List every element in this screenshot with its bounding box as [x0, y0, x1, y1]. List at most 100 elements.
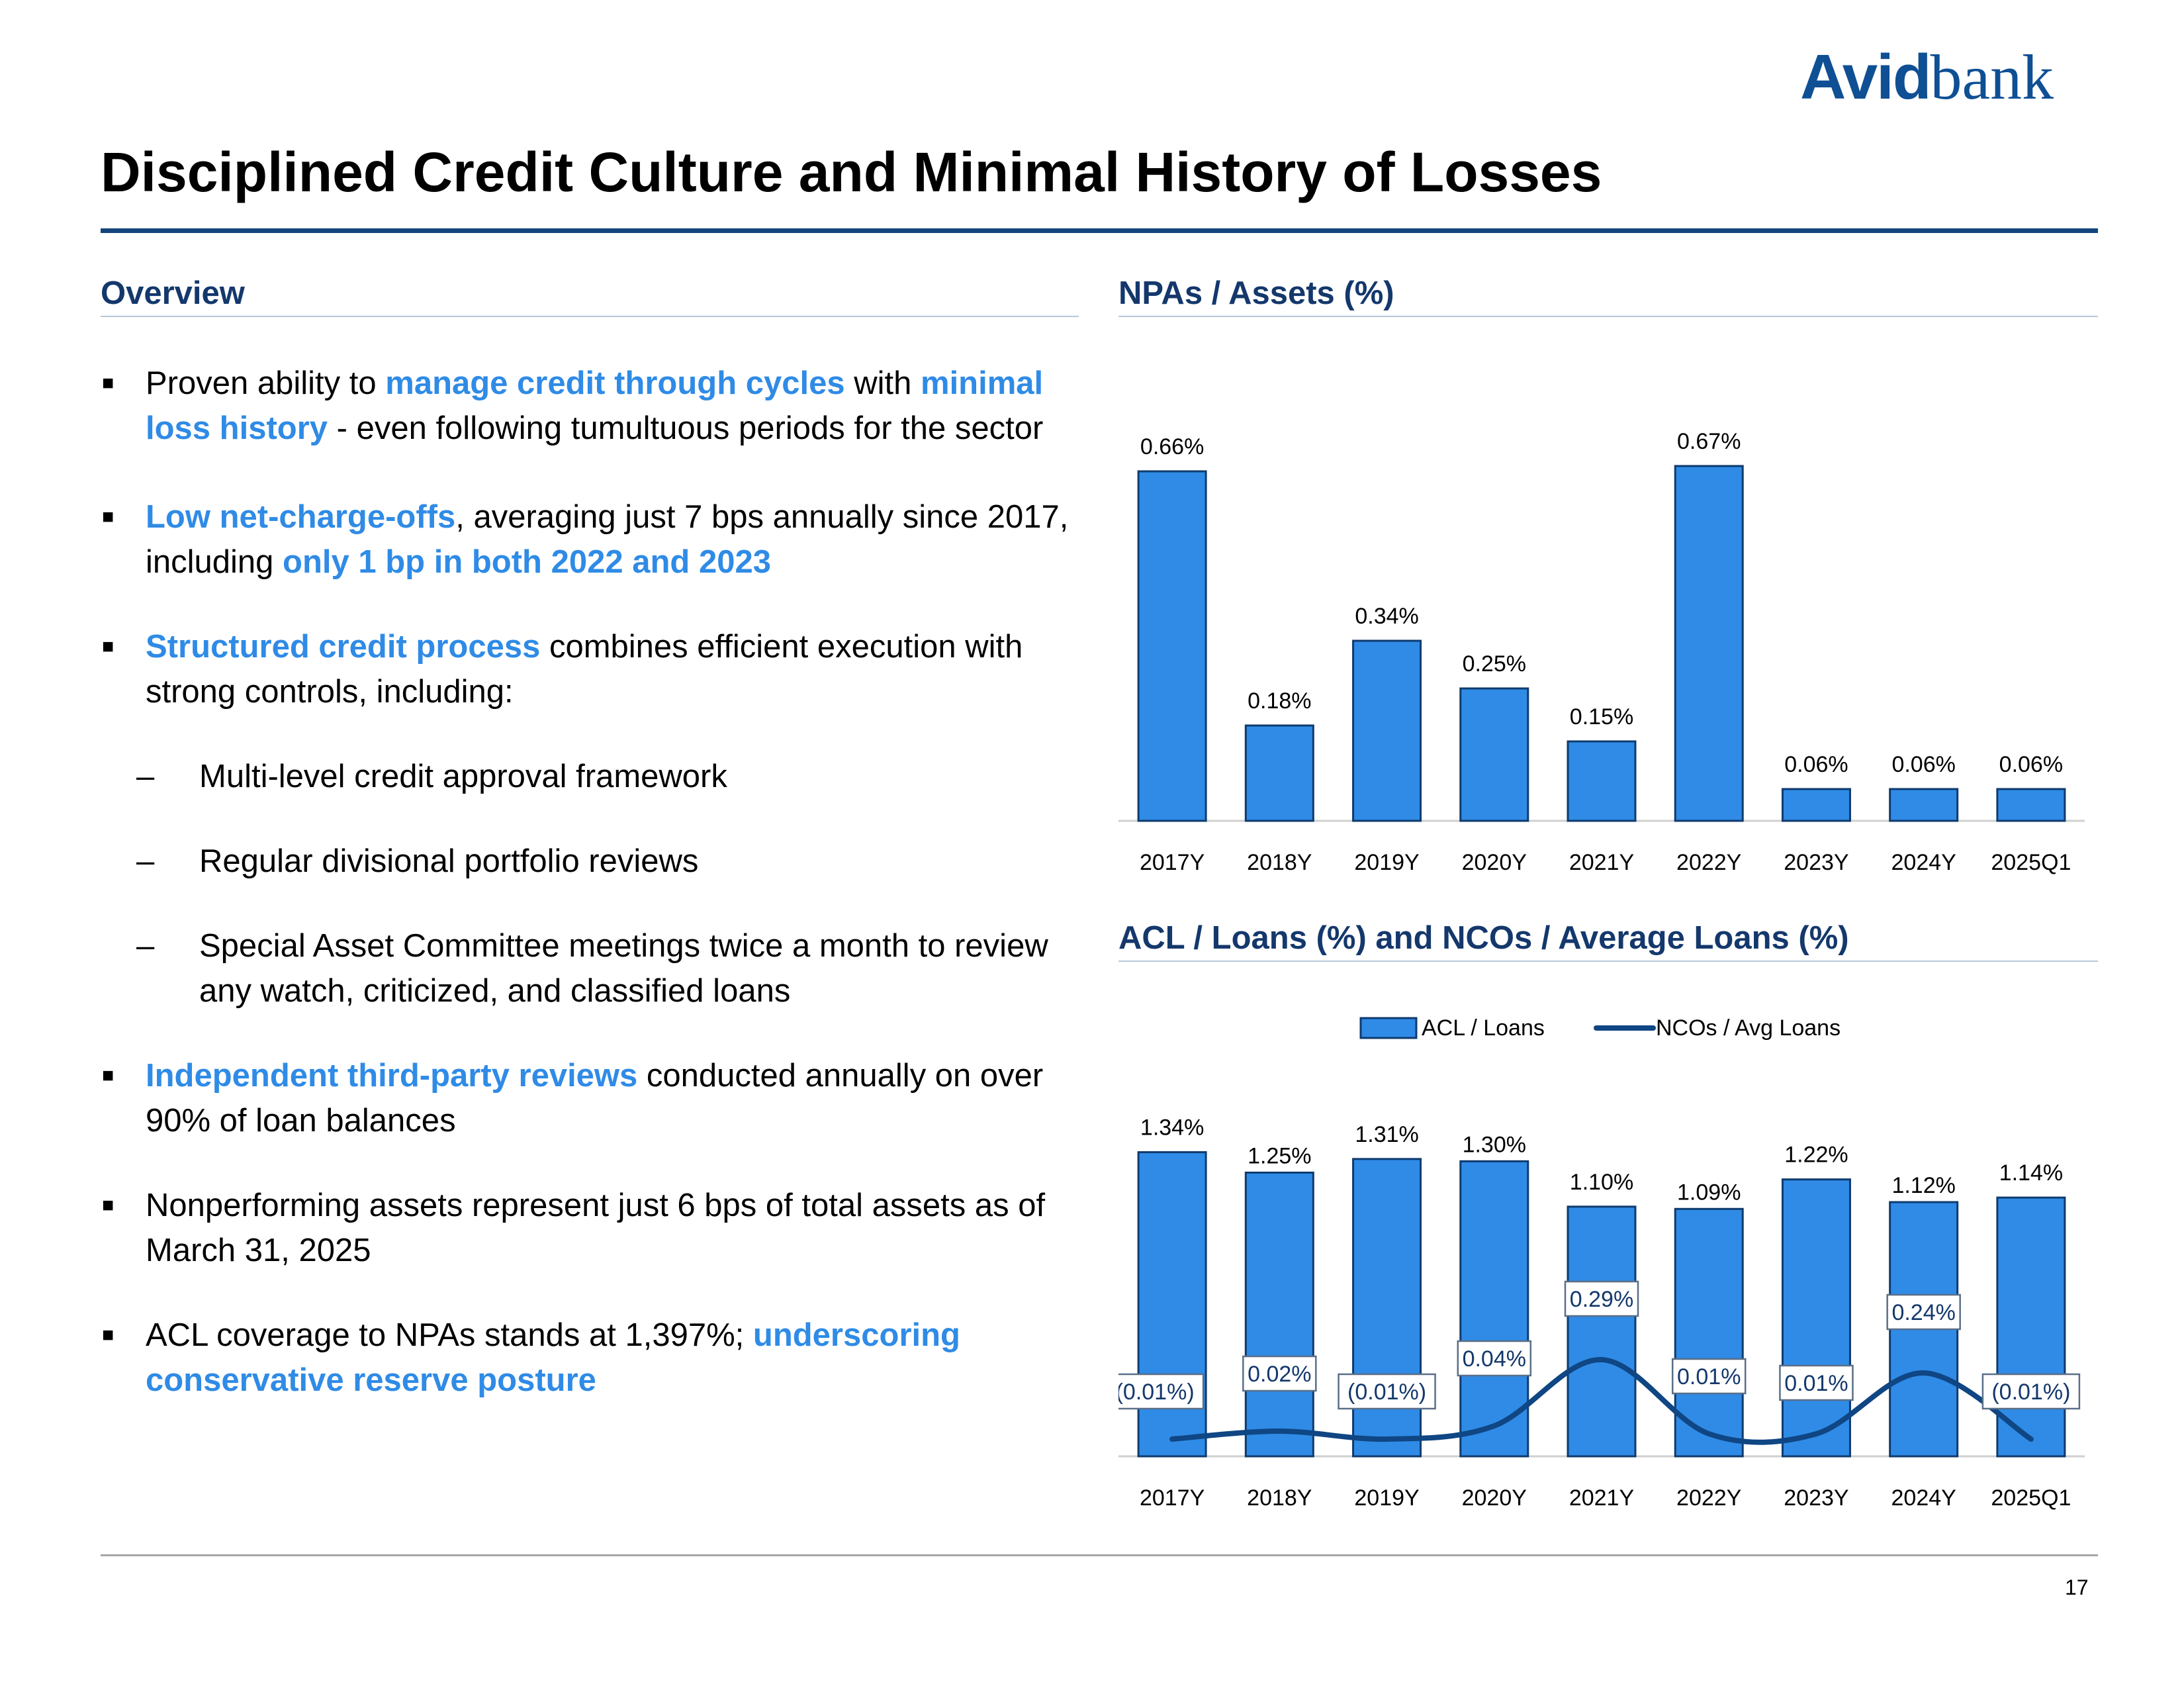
bullet-credit-cycles: ■ Proven ability to manage credit throug…	[98, 361, 1084, 451]
bar	[1244, 724, 1314, 822]
bar	[1567, 1205, 1637, 1458]
body-text: combines efficient execution with strong…	[146, 629, 1023, 710]
data-label: 0.34%	[1355, 604, 1418, 629]
bullet-text: Structured credit process combines effic…	[146, 629, 1023, 710]
nco-data-label: 0.02%	[1248, 1362, 1311, 1387]
overview-heading: Overview	[101, 275, 245, 311]
acl-chart-divider	[1118, 961, 2098, 962]
bar	[1889, 788, 1959, 822]
square-bullet-icon: ■	[102, 635, 114, 657]
x-tick-label: 2019Y	[1354, 850, 1419, 875]
bar-data-label: 1.31%	[1355, 1122, 1418, 1147]
highlight-text: Independent third-party reviews	[146, 1058, 638, 1094]
nco-label-box	[1886, 1293, 1961, 1331]
legend-label: ACL / Loans	[1422, 1015, 1545, 1041]
body-text: , averaging just 7 bps annually since 20…	[146, 499, 1069, 580]
body-text: ACL coverage to NPAs stands at 1,397%;	[146, 1317, 753, 1353]
x-tick-label: 2025Q1	[1991, 850, 2071, 875]
sub-item-approval-framework: – Multi-level credit approval framework	[98, 754, 1084, 799]
bar	[1567, 740, 1637, 822]
acl-nco-chart: ACL / Loans NCOs / Avg Loans 1.34% 2017Y 1.2…	[1118, 1015, 2085, 1511]
x-tick-label: 2023Y	[1784, 850, 1848, 875]
overview-divider	[101, 316, 1079, 317]
bar	[1781, 1178, 1851, 1458]
x-tick-label: 2017Y	[1140, 1485, 1205, 1511]
bullet-text: Nonperforming assets represent just 6 bp…	[146, 1188, 1045, 1268]
x-tick-label: 2022Y	[1676, 850, 1741, 875]
nco-label-box	[1981, 1373, 2081, 1410]
acl-chart-title: ACL / Loans (%) and NCOs / Average Loans…	[1118, 920, 1849, 956]
data-label: 0.67%	[1677, 429, 1741, 454]
title-divider	[101, 228, 2098, 233]
bar	[1244, 1171, 1314, 1458]
bar-data-label: 1.34%	[1140, 1115, 1204, 1141]
square-bullet-icon: ■	[102, 506, 114, 528]
npa-assets-chart: 0.66% 2017Y 0.18% 2018Y 0.34% 2019Y 0.25% 2020Y…	[1118, 429, 2085, 875]
bullet-third-party-reviews: ■ Independent third-party reviews conduc…	[98, 1053, 1084, 1143]
dash-bullet-icon: –	[136, 928, 155, 964]
data-label: 0.06%	[1891, 752, 1955, 777]
x-tick-label: 2023Y	[1784, 1485, 1848, 1511]
nco-data-label: 0.01%	[1677, 1364, 1741, 1389]
nco-label-box	[1242, 1355, 1317, 1392]
page-number: 17	[2065, 1575, 2089, 1599]
x-tick-label: 2017Y	[1140, 850, 1205, 875]
bar-data-label: 1.22%	[1784, 1143, 1848, 1168]
nco-data-label: 0.24%	[1891, 1300, 1955, 1325]
body-text: Nonperforming assets represent just 6 bp…	[146, 1188, 1046, 1268]
dash-bullet-icon: –	[136, 843, 155, 879]
body-text: with	[844, 365, 921, 401]
bullet-credit-process: ■ Structured credit process combines eff…	[98, 624, 1084, 714]
square-bullet-icon: ■	[102, 1064, 114, 1086]
highlight-text: Low net-charge-offs	[146, 499, 456, 535]
bar-data-label: 1.10%	[1570, 1170, 1633, 1195]
highlight-text: Structured credit process	[146, 629, 541, 665]
square-bullet-icon: ■	[102, 1194, 114, 1216]
bar	[1674, 465, 1744, 822]
bar-data-label: 1.30%	[1463, 1132, 1526, 1157]
bar	[1459, 687, 1529, 822]
bar	[1996, 1196, 2066, 1458]
bar-data-label: 1.09%	[1677, 1180, 1741, 1205]
nco-label-box	[1457, 1340, 1532, 1377]
npa-chart-divider	[1118, 316, 2098, 317]
highlight-text: underscoring conservative reserve postur…	[146, 1317, 960, 1398]
bullet-net-charge-offs: ■ Low net-charge-offs, averaging just 7 …	[98, 494, 1084, 585]
body-text: - even following tumultuous periods for …	[328, 410, 1044, 446]
nco-line	[1169, 1356, 2034, 1445]
nco-label-box	[1118, 1373, 1205, 1410]
bar	[1674, 1207, 1744, 1458]
bullet-text: Independent third-party reviews conducte…	[146, 1058, 1043, 1139]
sub-item-text: Special Asset Committee meetings twice a…	[199, 928, 1048, 1009]
bullet-acl-coverage: ■ ACL coverage to NPAs stands at 1,397%;…	[98, 1313, 1084, 1403]
page-title: Disciplined Credit Culture and Minimal H…	[101, 141, 1602, 203]
highlight-text: only 1 bp in both 2022 and 2023	[283, 544, 771, 580]
square-bullet-icon: ■	[102, 372, 114, 394]
bar-data-label: 1.12%	[1891, 1173, 1955, 1198]
bar	[1352, 1158, 1422, 1458]
nco-data-label: 0.01%	[1784, 1371, 1848, 1396]
bar	[1459, 1160, 1529, 1458]
overview-bullet-list: ■ Proven ability to manage credit throug…	[98, 361, 1084, 1403]
nco-data-label: (0.01%)	[1347, 1380, 1426, 1405]
data-label: 0.06%	[1784, 752, 1848, 777]
data-label: 0.06%	[1999, 752, 2063, 777]
body-text: Proven ability to	[146, 365, 386, 401]
x-tick-label: 2018Y	[1247, 850, 1312, 875]
legend-label: NCOs / Avg Loans	[1656, 1015, 1841, 1041]
body-text: conducted annually on over 90% of loan b…	[146, 1058, 1044, 1139]
square-bullet-icon: ■	[102, 1324, 114, 1346]
bullet-text: Proven ability to manage credit through …	[146, 365, 1043, 446]
sub-item-text: Multi-level credit approval framework	[199, 759, 727, 794]
bar	[1137, 470, 1207, 822]
nco-label-box	[1338, 1373, 1436, 1410]
x-tick-label: 2020Y	[1462, 1485, 1527, 1511]
bar-data-label: 1.25%	[1248, 1143, 1311, 1168]
x-tick-label: 2018Y	[1247, 1485, 1312, 1511]
nco-data-label: 0.04%	[1463, 1346, 1526, 1372]
x-tick-label: 2021Y	[1569, 1485, 1634, 1511]
footer-divider	[101, 1554, 2098, 1556]
bullet-text: ACL coverage to NPAs stands at 1,397%; u…	[146, 1317, 960, 1398]
bar	[1137, 1151, 1207, 1458]
x-tick-label: 2020Y	[1462, 850, 1527, 875]
